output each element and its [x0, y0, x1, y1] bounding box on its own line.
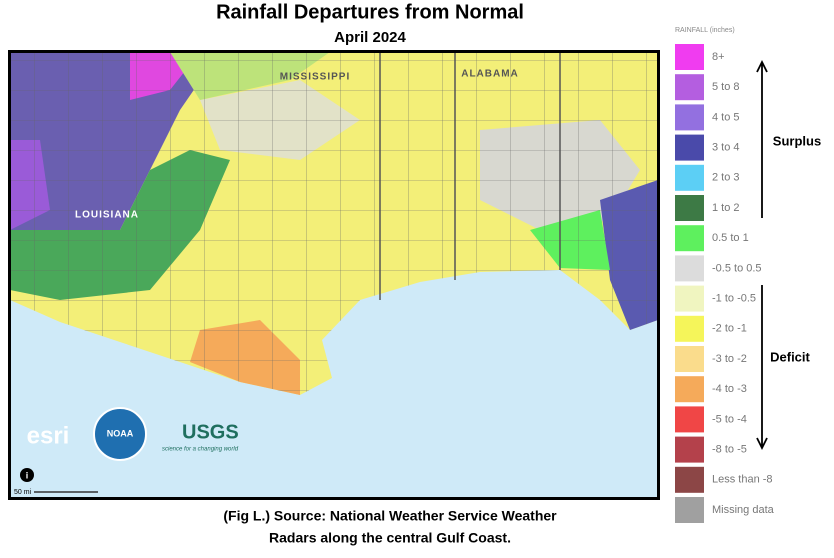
county-lines	[10, 52, 658, 395]
legend-swatch	[675, 436, 704, 463]
map-label: ALABAMA	[461, 69, 519, 80]
legend: 8+ 5 to 8 4 to 5 3 to 4 2 to 3 1 to 2 0.5 to 1…	[675, 44, 775, 523]
legend-swatch	[675, 315, 704, 342]
map	[10, 52, 658, 498]
esri-logo: esri	[27, 422, 70, 449]
caption: Radars along the central Gulf Coast.	[269, 530, 511, 546]
legend-swatch	[675, 376, 704, 403]
legend-label: -5 to -4	[712, 413, 747, 425]
legend-label: 1 to 2	[712, 202, 740, 214]
usgs-logo: USGS	[182, 421, 239, 443]
noaa-text: NOAA	[107, 428, 134, 438]
map-label: LOUISIANA	[75, 210, 139, 221]
legend-swatch	[675, 74, 704, 101]
legend-swatch	[675, 134, 704, 161]
caption: (Fig L.) Source: National Weather Servic…	[223, 508, 557, 524]
legend-label: 8+	[712, 51, 725, 63]
state-lines	[379, 52, 561, 300]
legend-label: -1 to -0.5	[712, 293, 756, 305]
legend-label: -4 to -3	[712, 383, 747, 395]
legend-swatch	[675, 44, 704, 70]
legend-swatch	[675, 255, 704, 282]
legend-swatch	[675, 406, 704, 433]
legend-label: 4 to 5	[712, 111, 740, 123]
legend-label: Less than -8	[712, 474, 773, 486]
info-text[interactable]: i	[26, 470, 29, 480]
title: Rainfall Departures from Normal	[216, 1, 524, 23]
info-button[interactable]	[20, 468, 34, 482]
legend-swatch	[675, 285, 704, 312]
legend-title: RAINFALL (inches)	[675, 27, 735, 34]
legend-swatch	[675, 164, 704, 191]
legend-label: -3 to -2	[712, 353, 747, 365]
subtitle: April 2024	[334, 29, 406, 46]
deficit-label: Deficit	[770, 349, 810, 364]
surplus-arrow	[756, 59, 768, 218]
legend-swatch	[675, 104, 704, 131]
legend-swatch	[675, 497, 704, 523]
legend-label: 3 to 4	[712, 142, 740, 154]
noaa-logo	[93, 407, 147, 461]
deficit-arrow	[756, 285, 768, 451]
surplus-label: Surplus	[773, 133, 821, 148]
legend-swatch	[675, 195, 704, 221]
map-frame	[8, 50, 660, 500]
map-label: MISSISSIPPI	[280, 72, 350, 83]
legend-swatch	[675, 346, 704, 372]
legend-label: -8 to -5	[712, 444, 747, 456]
legend-swatch	[675, 466, 704, 493]
usgs-tagline: science for a changing world	[162, 447, 239, 453]
legend-label: 2 to 3	[712, 172, 740, 184]
legend-swatch	[675, 225, 704, 252]
legend-label: Missing data	[712, 504, 775, 516]
legend-label: 5 to 8	[712, 81, 740, 93]
scale-label: 50 mi	[14, 489, 32, 496]
legend-label: -0.5 to 0.5	[712, 262, 762, 274]
legend-label: 0.5 to 1	[712, 232, 749, 244]
legend-label: -2 to -1	[712, 323, 747, 335]
